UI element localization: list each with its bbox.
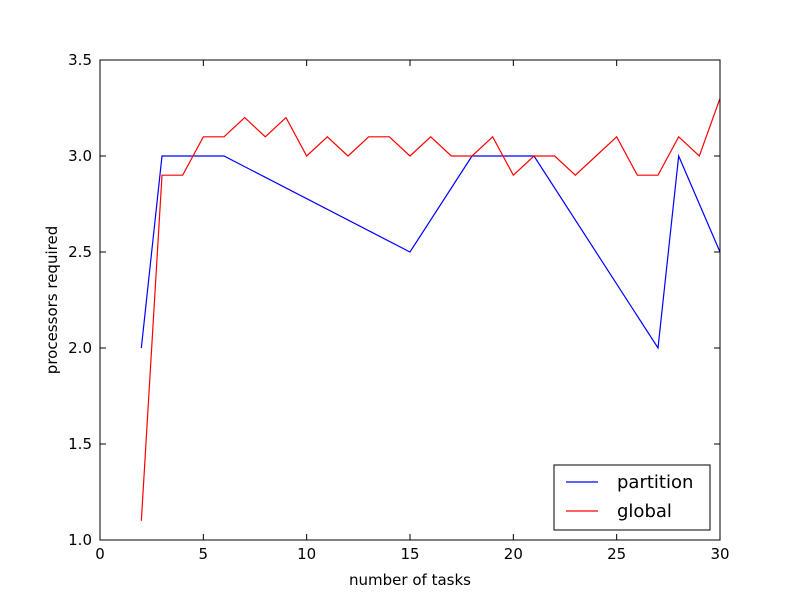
series-layer bbox=[140, 98, 721, 521]
x-tick-label: 30 bbox=[710, 545, 729, 563]
x-tick-label: 5 bbox=[199, 545, 209, 563]
plot-area bbox=[100, 60, 720, 540]
y-tick-label: 1.5 bbox=[68, 435, 92, 453]
x-axis-label: number of tasks bbox=[349, 571, 471, 589]
y-axis-ticks: 1.0 1.5 2.0 2.5 3.0 3.5 bbox=[68, 51, 720, 549]
x-tick-label: 15 bbox=[400, 545, 419, 563]
x-axis-ticks: 0 5 10 15 20 25 30 bbox=[95, 60, 730, 563]
legend-box bbox=[553, 464, 711, 531]
legend-label-global: global bbox=[617, 501, 672, 522]
y-tick-label: 3.5 bbox=[68, 51, 92, 69]
x-tick-label: 0 bbox=[95, 545, 105, 563]
series-line-global bbox=[140, 98, 721, 521]
x-tick-label: 20 bbox=[504, 545, 523, 563]
y-tick-label: 3.0 bbox=[68, 147, 92, 165]
x-tick-label: 25 bbox=[607, 545, 626, 563]
legend: partition global bbox=[553, 464, 711, 531]
y-tick-label: 1.0 bbox=[68, 531, 92, 549]
y-tick-label: 2.0 bbox=[68, 339, 92, 357]
y-axis-label: processors required bbox=[43, 226, 61, 374]
legend-label-partition: partition bbox=[617, 472, 693, 493]
x-tick-label: 10 bbox=[297, 545, 316, 563]
y-tick-label: 2.5 bbox=[68, 243, 92, 261]
